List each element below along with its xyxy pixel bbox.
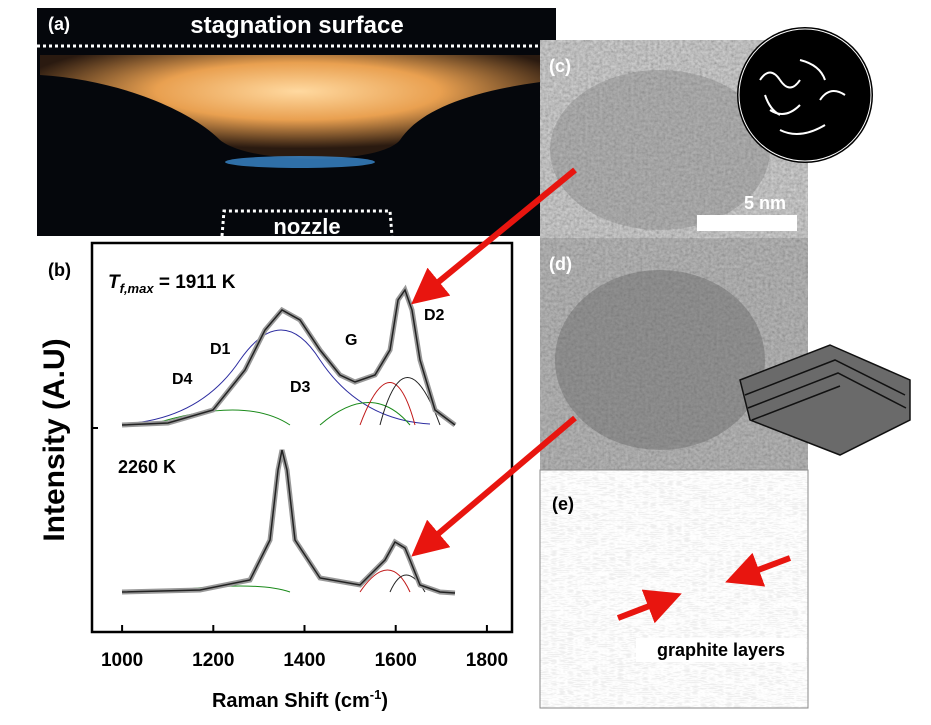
x-tick-label: 1800 — [466, 650, 508, 671]
arrow — [411, 415, 577, 557]
x-tick-label: 1400 — [283, 650, 325, 671]
x-tick-label: 1200 — [192, 650, 234, 671]
peak-label: D3 — [290, 379, 311, 396]
peak-label: D4 — [172, 371, 193, 388]
panel-label: (e) — [552, 494, 574, 514]
panel-a: (a) stagnation surface nozzle — [37, 8, 556, 239]
annotation: graphite layers — [657, 640, 785, 660]
peak-label: G — [345, 332, 357, 349]
panel-c: (c) 5 nm — [540, 27, 873, 238]
x-axis-label-end: ) — [381, 690, 388, 712]
y-axis-label: Intensity (A.U) — [38, 338, 71, 541]
x-axis-label-sup: -1 — [370, 687, 382, 702]
panel-label: (d) — [549, 254, 572, 274]
arrow — [411, 167, 577, 305]
peak-label: D2 — [424, 307, 445, 324]
panel-label: (c) — [549, 56, 571, 76]
annotation: stagnation surface — [190, 12, 403, 39]
panel-label: (b) — [48, 260, 71, 280]
panel-label: (a) — [48, 14, 70, 34]
temp-sub: f,max — [120, 281, 155, 296]
panel-d: (d) — [540, 238, 911, 470]
x-axis-label: Raman Shift (cm-1) — [212, 687, 388, 712]
scale-bar-label: 5 nm — [744, 193, 786, 213]
temp-symbol: T — [108, 272, 121, 293]
x-tick-label: 1600 — [375, 650, 417, 671]
panel-b: (b) Intensity (A.U) Raman Shift (cm-1) T… — [38, 241, 514, 712]
temperature-label: Tf,max = 1911 K — [108, 272, 236, 296]
peak-label: D1 — [210, 341, 231, 358]
annotation: nozzle — [273, 214, 340, 239]
x-axis-label-main: Raman Shift (cm — [212, 690, 370, 712]
temp-value: = 1911 K — [154, 272, 236, 293]
temperature-label: 2260 K — [118, 457, 176, 477]
panel-e: (e) graphite layers — [539, 469, 809, 709]
x-tick-label: 1000 — [101, 650, 143, 671]
